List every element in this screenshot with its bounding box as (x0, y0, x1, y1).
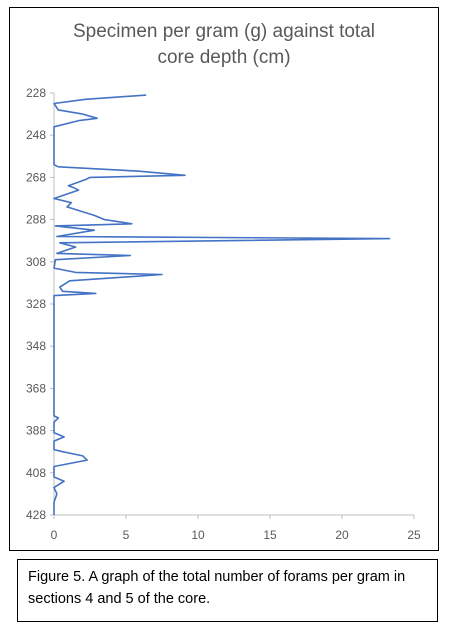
figure-caption: Figure 5. A graph of the total number of… (17, 559, 438, 622)
chart-title-line-2: core depth (cm) (157, 47, 291, 68)
chart-frame: Specimen per gram (g) against total core… (9, 7, 439, 551)
caption-text: Figure 5. A graph of the total number of… (28, 569, 406, 607)
chart-title-line-1: Specimen per gram (g) against total (72, 21, 376, 42)
